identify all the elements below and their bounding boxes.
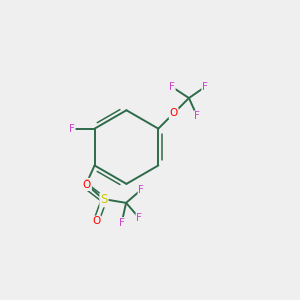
Text: F: F: [202, 82, 208, 92]
Text: O: O: [169, 108, 178, 118]
Text: S: S: [100, 194, 108, 206]
Text: F: F: [136, 213, 142, 223]
Text: F: F: [169, 82, 175, 92]
Text: F: F: [69, 124, 74, 134]
Text: F: F: [138, 184, 144, 195]
Text: O: O: [92, 216, 101, 226]
Text: F: F: [119, 218, 124, 228]
Text: O: O: [83, 180, 91, 190]
Text: F: F: [194, 111, 200, 121]
Text: O: O: [82, 179, 91, 189]
